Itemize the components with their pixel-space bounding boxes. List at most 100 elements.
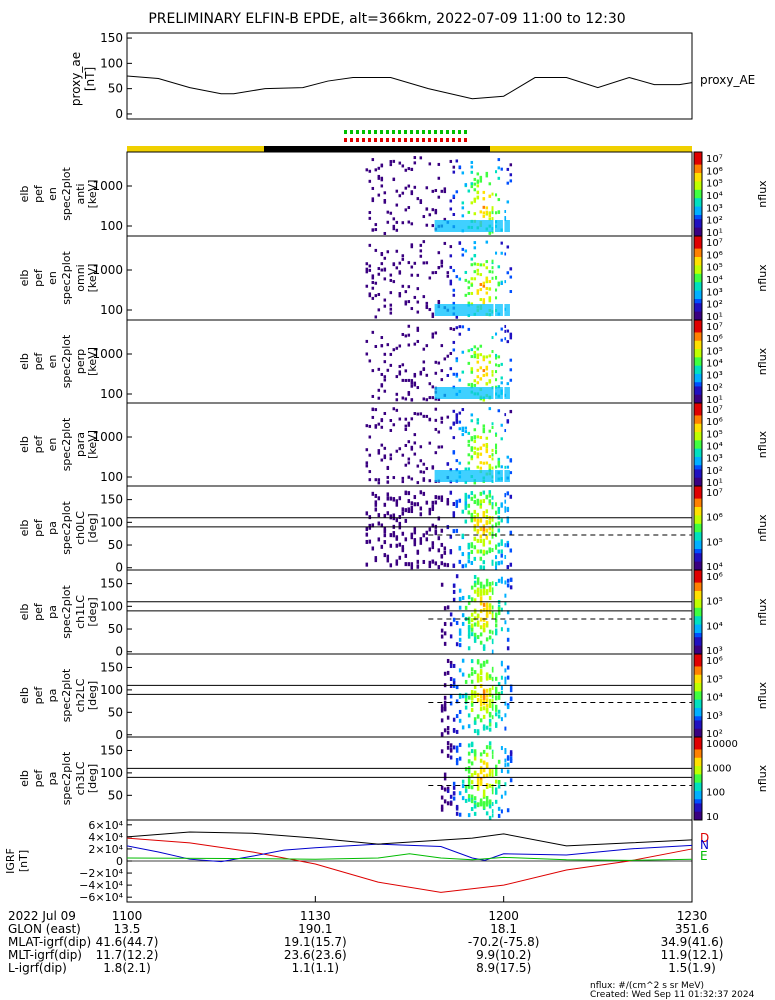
spectrogram-cell [383,231,387,235]
spectrogram-cell [470,355,474,359]
spectrogram-cell [377,451,381,455]
spectrogram-cell [509,358,513,362]
colorbar-tick-label: 10⁴ [706,359,723,370]
spectrogram-cell [479,758,483,763]
spectrogram-cell [473,188,477,192]
colorbar-segment [694,716,702,721]
spectrogram-cell [383,191,387,195]
spectrogram-cell [500,662,504,667]
spectrogram-cell [473,720,477,725]
colorbar-segment [694,282,702,287]
spectrogram-cell [482,205,486,209]
spectrogram-cell [500,251,504,255]
colorbar-label: nflux [756,598,769,626]
spectrogram-cell [437,397,441,401]
spectrogram-cell [473,638,477,643]
spectrogram-cell [443,562,447,567]
spectrogram-cell [401,378,405,382]
ytick-label: 1000 [92,347,123,361]
spectrogram-cell [389,496,393,501]
spectrogram-cell [485,613,489,618]
spectrogram-cell [386,480,390,484]
spectrogram-cell [506,491,510,496]
panel-frame [126,402,693,487]
spectrogram-cell [488,581,492,586]
colorbar-segment [694,553,702,558]
spectrogram-cell [488,799,492,804]
colorbar-segment [694,315,702,321]
panel-ylabel: pa [46,605,59,619]
spectrogram-cell [476,577,480,582]
colorbar-label: nflux [756,430,769,458]
colorbar-segment [694,419,702,425]
spectrogram-cell [458,378,462,382]
colorbar-segment [694,349,702,354]
colorbar-segment [694,456,702,462]
spectrogram-cell [488,217,492,221]
colorbar-segment [694,240,702,245]
spectrogram-cell [476,673,480,678]
spectrogram-cell [488,722,492,727]
spectrogram-cell [494,618,498,623]
spectrogram-cell [482,689,486,694]
ytick-label: 50 [108,622,123,636]
spectrogram-cell [479,752,483,757]
spectrogram-cell [473,345,477,349]
spectrogram-cell [383,540,387,545]
spectrogram-cell [413,495,417,500]
spectrogram-cell [482,726,486,731]
spectrogram-cell [503,216,507,220]
spectrogram-cell [443,728,447,733]
spectrogram-cell [398,294,402,298]
colorbar-segment [694,481,702,487]
igrf-ylabel-2: [nT] [17,850,30,872]
spectrogram-cell [470,794,474,799]
spectrogram-cell [437,361,441,365]
spectrogram-cell [392,348,396,352]
spectrogram-cell [473,241,477,245]
spectrogram-cell [467,189,471,193]
panel-ylabel: pef [32,769,45,788]
spectrogram-cell [467,779,471,784]
spectrogram-cell [410,384,414,388]
spectrogram-cell [491,527,495,532]
colorbar-segment [694,815,702,821]
spectrogram-cell [488,211,492,215]
colorbar-segment [694,252,702,258]
spectrogram-cell [434,561,438,566]
colorbar-segment [694,557,702,563]
spectrogram-cell [368,359,372,363]
colorbar-label: nflux [756,514,769,542]
spectrogram-cell [455,413,459,417]
spectrogram-cell [443,671,447,676]
spectrogram-cell [482,662,486,667]
spectrogram-cell [500,518,504,523]
spectrogram-cell [377,513,381,518]
spectrogram-cell [473,451,477,455]
figure-title: PRELIMINARY ELFIN-B EPDE, alt=366km, 202… [148,11,625,27]
spectrogram-cell [506,465,510,469]
spectrogram-cell [488,270,492,274]
panel-ylabel: elb [18,770,31,787]
colorbar-segment [694,215,702,220]
spectrogram-cell [431,385,435,389]
spectrogram-cell [380,384,384,388]
spectrogram-cell [389,363,393,367]
spectrogram-cell [470,165,474,169]
spectrogram-cell [470,693,474,698]
spectrogram-cell [491,517,495,522]
spectrogram-cell [467,286,471,290]
x-row-value: 1100 [112,909,143,923]
spectrogram-cell [410,167,414,171]
spectrogram-cell [491,466,495,470]
spectrogram-cell [479,344,483,348]
spectrogram-cell [485,445,489,449]
spectrogram-cell [506,181,510,185]
spectrogram-cell [458,791,462,796]
spectrogram-cell [452,409,456,413]
spectrogram-cell [419,540,423,545]
spectrogram-cell [509,410,513,414]
spectrogram-cell [488,727,492,732]
